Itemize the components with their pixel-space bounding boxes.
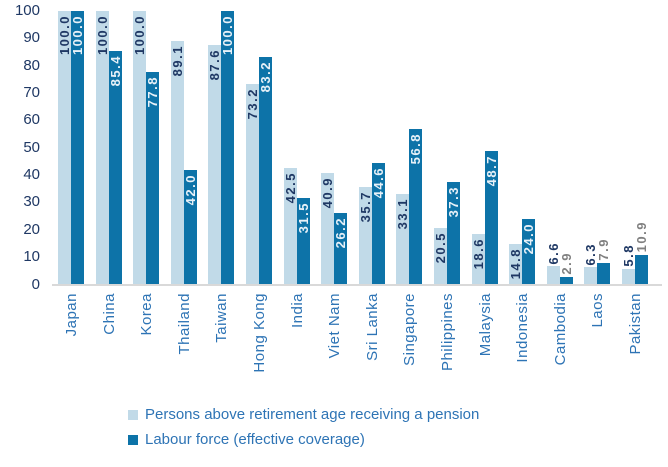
legend-item-labour-force: Labour force (effective coverage) [128, 427, 479, 452]
bar-value-label-dark-pakistan: 10.9 [634, 221, 649, 253]
bar-light-cambodia [546, 266, 560, 284]
y-tick-label-90: 90 [23, 29, 40, 47]
bar-light-indonesia [509, 244, 523, 284]
bar-value-label-light-india: 42.5 [282, 172, 298, 204]
bar-dark-viet-nam [334, 212, 348, 284]
bar-value-label-light-korea: 100.0 [132, 15, 148, 56]
x-axis-label-china: China [100, 293, 118, 335]
bar-light-pakistan [622, 268, 635, 284]
bar-dark-japan [71, 11, 84, 284]
bar-light-hong-kong [246, 84, 259, 284]
x-axis-label-viet-nam: Viet Nam [326, 293, 344, 359]
bar-light-china [95, 11, 109, 284]
bar-value-label-light-thailand: 89.1 [169, 44, 185, 77]
y-tick-label-20: 20 [23, 220, 40, 238]
bar-value-label-dark-india: 31.5 [295, 202, 311, 234]
x-axis-label-laos: Laos [589, 293, 607, 328]
y-tick-label-50: 50 [23, 138, 40, 156]
y-tick-label-100: 100 [14, 2, 40, 19]
bar-light-malaysia [471, 233, 485, 284]
x-axis-label-taiwan: Taiwan [213, 293, 231, 343]
legend: Persons above retirement age receiving a… [128, 402, 479, 452]
bar-dark-hong-kong [259, 56, 272, 284]
x-axis-label-thailand: Thailand [175, 293, 193, 355]
legend-marker-pension-icon [128, 409, 138, 420]
y-tick-label-70: 70 [23, 84, 40, 102]
bar-value-label-dark-philippines: 37.3 [446, 186, 461, 218]
bar-light-taiwan [208, 44, 222, 284]
bar-value-label-dark-malaysia: 48.7 [483, 155, 499, 187]
bar-value-label-light-hong-kong: 73.2 [245, 88, 260, 120]
x-axis-label-korea: Korea [138, 293, 156, 336]
bar-value-label-dark-hong-kong: 83.2 [258, 60, 273, 93]
legend-label-pension: Persons above retirement age receiving a… [145, 405, 480, 423]
y-tick-label-0: 0 [31, 275, 40, 293]
bar-light-india [283, 168, 297, 284]
x-axis-label-pakistan: Pakistan [627, 293, 644, 355]
bar-dark-malaysia [484, 151, 498, 284]
y-tick-label-40: 40 [23, 166, 40, 184]
bar-dark-indonesia [522, 218, 536, 284]
bar-value-label-light-malaysia: 18.6 [470, 237, 486, 269]
bar-value-label-dark-taiwan: 100.0 [220, 15, 236, 56]
x-axis-label-japan: Japan [63, 293, 80, 337]
bar-dark-pakistan [635, 254, 648, 284]
bar-light-laos [584, 267, 598, 284]
bar-value-label-light-sri-lanka: 35.7 [357, 190, 373, 223]
bar-light-japan [58, 11, 71, 284]
x-axis-label-malaysia: Malaysia [476, 293, 494, 357]
bar-value-label-light-cambodia: 6.6 [545, 241, 561, 265]
bar-value-label-light-china: 100.0 [94, 15, 110, 56]
x-axis-label-hong-kong: Hong Kong [251, 293, 268, 373]
bar-value-label-dark-thailand: 42.0 [182, 173, 198, 205]
bar-value-label-light-philippines: 20.5 [433, 232, 448, 264]
y-tick-label-10: 10 [23, 248, 40, 266]
x-axis-label-sri-lanka: Sri Lanka [363, 293, 381, 361]
bar-dark-korea [146, 71, 160, 284]
bar-dark-thailand [183, 169, 197, 284]
bar-dark-china [108, 50, 122, 284]
legend-item-pension: Persons above retirement age receiving a… [128, 402, 479, 427]
bar-dark-cambodia [559, 276, 573, 284]
x-axis-line [52, 284, 662, 286]
bar-value-label-dark-singapore: 56.8 [408, 133, 424, 165]
bar-light-singapore [396, 193, 410, 284]
y-tick-label-60: 60 [23, 111, 40, 129]
bar-dark-taiwan [221, 11, 235, 284]
bar-dark-sri-lanka [371, 162, 385, 284]
bar-value-label-dark-viet-nam: 26.2 [333, 216, 349, 249]
legend-marker-labour-force-icon [128, 434, 138, 445]
bar-value-label-dark-japan: 100.0 [70, 15, 85, 56]
bar-value-label-dark-indonesia: 24.0 [521, 222, 537, 255]
x-axis-label-india: India [288, 293, 306, 329]
bar-value-label-dark-sri-lanka: 44.6 [370, 166, 386, 198]
bar-value-label-dark-korea: 77.8 [145, 75, 161, 108]
bar-light-sri-lanka [358, 186, 372, 284]
bar-dark-singapore [409, 129, 423, 284]
x-axis-label-singapore: Singapore [401, 293, 419, 366]
x-axis-label-indonesia: Indonesia [514, 293, 532, 363]
legend-label-labour-force: Labour force (effective coverage) [145, 430, 365, 448]
bar-value-label-light-viet-nam: 40.9 [320, 176, 336, 208]
x-axis-label-cambodia: Cambodia [551, 293, 569, 366]
bar-light-thailand [170, 40, 184, 284]
y-tick-label-80: 80 [23, 56, 40, 74]
bar-dark-philippines [447, 182, 460, 284]
bar-value-label-dark-laos: 7.9 [596, 238, 612, 261]
bar-dark-laos [597, 262, 611, 284]
bar-dark-india [296, 198, 310, 284]
bar-value-label-light-singapore: 33.1 [395, 197, 411, 230]
x-axis-label-philippines: Philippines [439, 293, 456, 372]
bar-value-label-dark-cambodia: 2.9 [558, 252, 574, 275]
y-tick-label-30: 30 [23, 193, 40, 211]
bar-light-philippines [434, 228, 447, 284]
bar-light-viet-nam [321, 172, 335, 284]
bar-light-korea [133, 11, 147, 284]
bar-value-label-dark-china: 85.4 [107, 54, 123, 87]
